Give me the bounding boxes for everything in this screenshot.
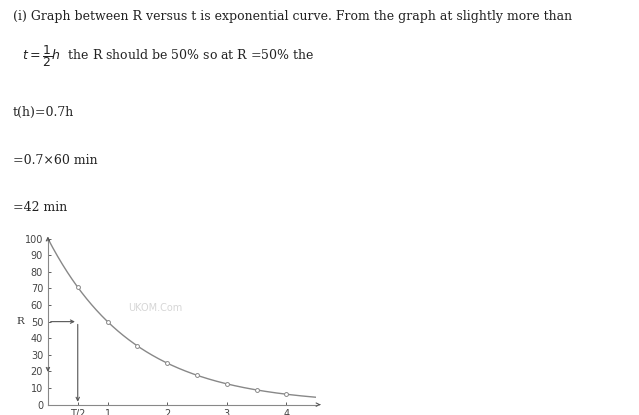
Text: UKOM.Com: UKOM.Com <box>128 303 182 313</box>
Text: t(h)=0.7h: t(h)=0.7h <box>13 106 74 119</box>
Text: $t =\dfrac{1}{2}h$  the R should be 50% so at R =50% the: $t =\dfrac{1}{2}h$ the R should be 50% s… <box>22 44 315 69</box>
Y-axis label: R: R <box>17 317 24 326</box>
Text: (i) Graph between R versus t is exponential curve. From the graph at slightly mo: (i) Graph between R versus t is exponent… <box>13 10 572 23</box>
Text: =0.7×60 min: =0.7×60 min <box>13 154 97 166</box>
Text: =42 min: =42 min <box>13 201 67 214</box>
